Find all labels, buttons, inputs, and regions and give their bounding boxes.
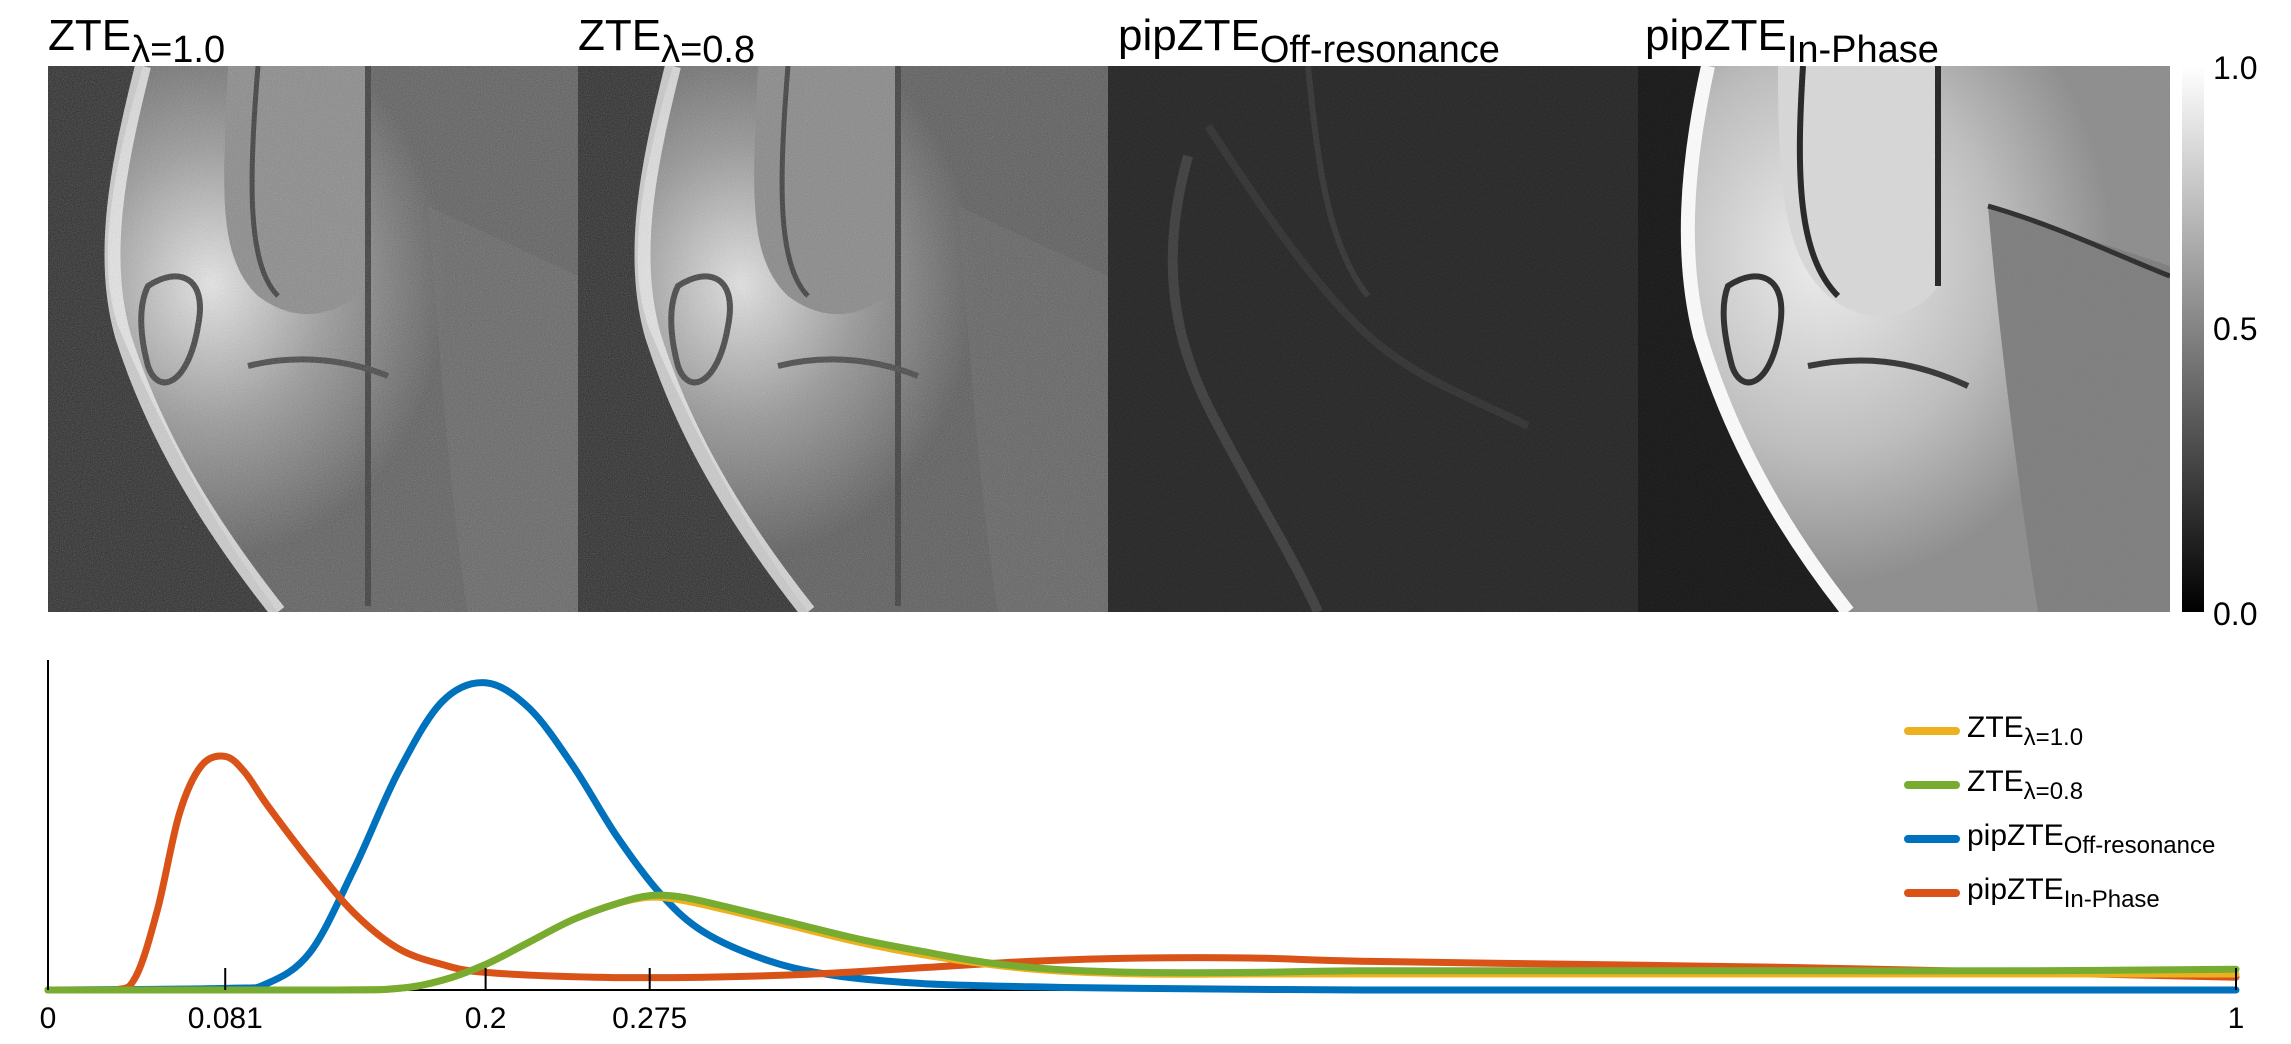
- legend-label-sub: Off-resonance: [2063, 832, 2216, 859]
- mri-image-pipzte-in-phase: [1638, 66, 2170, 612]
- legend-swatch: [1904, 889, 1960, 897]
- mri-image-pipzte-off-resonance: [1108, 66, 1638, 612]
- legend-swatch: [1904, 835, 1960, 843]
- mri-image-pipzte-off-resonance-graphic: [1108, 66, 1638, 612]
- x-tick-label: 0: [40, 1002, 57, 1035]
- legend-label-sub: λ=0.8: [2023, 778, 2084, 805]
- mri-image-pipzte-in-phase-graphic: [1638, 66, 2170, 612]
- legend-label: pipZTEOff-resonance: [1967, 818, 2215, 864]
- colorbar-max-label: 1.0: [2213, 50, 2258, 86]
- legend-label-main: ZTE: [1967, 765, 2024, 798]
- panel-title-1-main: ZTE: [48, 11, 132, 60]
- mri-image-zte-0-8-graphic: [578, 66, 1108, 612]
- panel-title-1: ZTEλ=1.0: [48, 8, 225, 78]
- series-line-3: [44, 752, 2240, 994]
- mri-image-zte-1-0-graphic: [48, 66, 578, 612]
- panel-title-2-sub: λ=0.8: [661, 29, 756, 71]
- panel-title-2: ZTEλ=0.8: [578, 8, 755, 78]
- panel-title-4-main: pipZTE: [1645, 11, 1787, 60]
- legend-label-main: pipZTE: [1967, 819, 2064, 852]
- panel-title-3-sub: Off-resonance: [1259, 29, 1500, 71]
- legend-label-sub: λ=1.0: [2023, 724, 2084, 751]
- panel-title-1-sub: λ=1.0: [131, 29, 226, 71]
- panel-title-2-main: ZTE: [578, 11, 662, 60]
- series-line-2: [44, 679, 2240, 994]
- colorbar: [2182, 66, 2204, 612]
- mri-image-zte-0-8: [578, 66, 1108, 612]
- legend-label: pipZTEIn-Phase: [1967, 872, 2160, 918]
- panel-title-3-main: pipZTE: [1118, 11, 1260, 60]
- histogram-chart: 0 0.081 0.2 0.275 1: [0, 640, 2291, 1039]
- legend-swatch: [1904, 727, 1960, 735]
- x-tick-label: 1: [2228, 1002, 2245, 1035]
- legend-label-main: pipZTE: [1967, 873, 2064, 906]
- x-tick-label: 0.275: [612, 1002, 687, 1035]
- x-tick-label: 0.2: [465, 1002, 507, 1035]
- legend-swatch: [1904, 781, 1960, 789]
- histogram-chart-svg: 0 0.081 0.2 0.275 1: [40, 660, 2245, 1035]
- legend-label-main: ZTE: [1967, 711, 2024, 744]
- panel-title-4: pipZTEIn-Phase: [1645, 8, 1939, 78]
- panel-title-4-sub: In-Phase: [1786, 29, 1939, 71]
- mri-image-zte-1-0: [48, 66, 578, 612]
- panel-title-3: pipZTEOff-resonance: [1118, 8, 1500, 78]
- chart-ticks: 0 0.081 0.2 0.275 1: [40, 968, 2245, 1035]
- x-tick-label: 0.081: [188, 1002, 263, 1035]
- legend-label-sub: In-Phase: [2063, 886, 2160, 913]
- legend-label: ZTEλ=0.8: [1967, 764, 2083, 810]
- legend-label: ZTEλ=1.0: [1967, 710, 2083, 756]
- colorbar-mid-label: 0.5: [2213, 311, 2258, 347]
- series-line-0: [44, 893, 2240, 994]
- colorbar-min-label: 0.0: [2213, 596, 2258, 632]
- chart-series: [44, 679, 2240, 994]
- series-line-1: [44, 891, 2240, 994]
